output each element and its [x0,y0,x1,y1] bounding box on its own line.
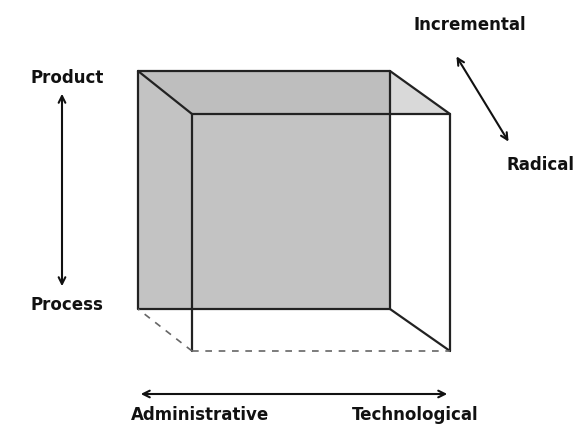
Polygon shape [138,72,450,115]
Text: Administrative: Administrative [131,405,269,423]
Text: Technological: Technological [352,405,478,423]
Text: Process: Process [30,295,103,313]
Text: Product: Product [30,69,103,87]
Text: Incremental: Incremental [414,16,527,34]
Polygon shape [138,72,390,309]
Text: Radical: Radical [506,155,574,173]
